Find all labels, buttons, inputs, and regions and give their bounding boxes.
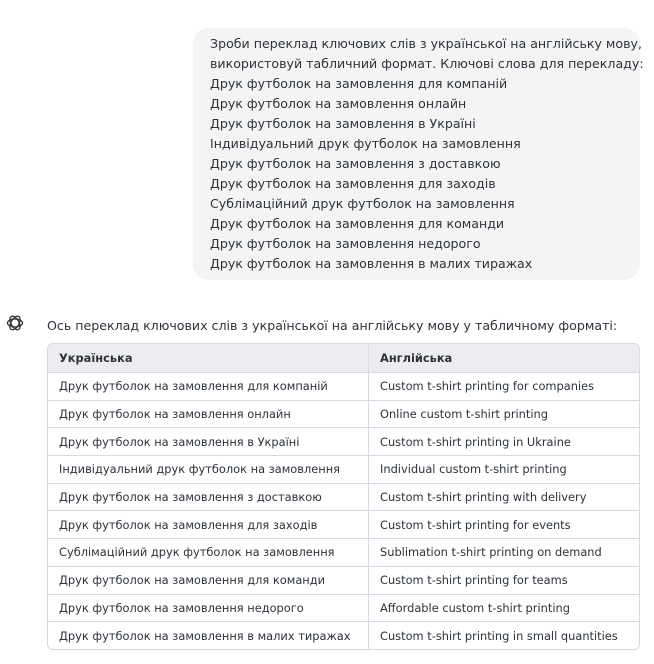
cell-text: Друк футболок на замовлення для компаній [59,379,328,394]
message-line: Сублімаційний друк футболок на замовленн… [210,196,515,211]
table-cell: Друк футболок на замовлення в малих тира… [48,622,369,649]
table-cell: Друк футболок на замовлення для заходів [48,511,369,539]
cell-text: Друк футболок на замовлення для команди [59,573,326,588]
cell-text: Друк футболок на замовлення онлайн [59,407,291,422]
header-text: Українська [59,351,133,365]
message-line: Індивідуальний друк футболок на замовлен… [210,136,521,151]
assistant-intro: Ось переклад ключових слів з української… [47,318,618,333]
message-line: Друк футболок на замовлення для заходів [210,176,496,191]
table-cell: Custom t-shirt printing in Ukraine [380,434,571,449]
table-cell: Sublimation t-shirt printing on demand [380,545,602,560]
message-line: Друк футболок на замовлення в малих тира… [210,256,533,271]
table-cell: Друк футболок на замовлення для команди [48,566,369,594]
user-bubble: Зроби переклад ключових слів з українськ… [193,28,644,280]
header-cell: Англійська [380,351,453,365]
cell-text: Індивідуальний друк футболок на замовлен… [59,462,341,477]
table-row: Друк футболок на замовлення недорого Affo… [48,593,639,622]
cell-text: Друк футболок на замовлення недорого [59,600,304,615]
table-cell: Індивідуальний друк футболок на замовлен… [48,456,369,483]
table-cell: Custom t-shirt printing with delivery [380,490,587,505]
header-cell: Українська [48,344,369,372]
cell-text: Друк футболок на замовлення з доставкою [59,490,322,505]
table-row: Друк футболок на замовлення в малих тира… [48,621,639,649]
message-line: Друк футболок на замовлення для компаній [210,76,508,91]
table-row: Друк футболок на замовлення в Україні Cus… [48,427,639,456]
cell-text: Друк футболок на замовлення для заходів [59,517,318,532]
table-row: Друк футболок на замовлення онлайн Online… [48,399,639,428]
message-line: Друк футболок на замовлення в Україні [210,116,476,131]
message-line: використовуй табличний формат. Ключові с… [210,56,644,71]
table-row: Друк футболок на замовлення для заходів C… [48,510,639,539]
cell-text: Друк футболок на замовлення в малих тира… [59,628,351,643]
table-row: Сублімаційний друк футболок на замовленн… [48,538,639,566]
table-row: Друк футболок на замовлення з доставкою C… [48,482,639,511]
table-header: Українська Англійська [48,344,639,372]
table-cell: Друк футболок на замовлення з доставкою [48,483,369,511]
table-cell: Друк футболок на замовлення в Україні [48,428,369,456]
table-cell: Individual custom t-shirt printing [380,462,567,477]
table-cell: Custom t-shirt printing for companies [380,379,595,394]
table-cell: Custom t-shirt printing for events [380,517,571,532]
table-row: Індивідуальний друк футболок на замовлен… [48,455,639,483]
table: Українська Англійська Друк футболок на зам… [47,343,640,650]
table-cell: Online custom t-shirt printing [380,407,548,422]
table-row: Друк футболок на замовлення для команди C… [48,565,639,594]
table-cell: Custom t-shirt printing in small quantit… [380,628,618,643]
table-cell: Affordable custom t-shirt printing [380,600,570,615]
table-cell: Друк футболок на замовлення для компаній [48,373,369,400]
message-line: Зроби переклад ключових слів з українськ… [210,36,643,51]
message-line: Друк футболок на замовлення недорого [210,236,481,251]
cell-text: Друк футболок на замовлення в Україні [59,434,300,449]
table-cell: Сублімаційний друк футболок на замовленн… [48,539,369,566]
table-row: Друк футболок на замовлення для компаній… [48,372,639,400]
message-line: Друк футболок на замовлення з доставкою [210,156,501,171]
table-cell: Custom t-shirt printing for teams [380,573,568,588]
message-line: Друк футболок на замовлення онлайн [210,96,467,111]
table-cell: Друк футболок на замовлення онлайн [48,400,369,428]
message-line: Друк футболок на замовлення для команди [210,216,505,231]
cell-text: Сублімаційний друк футболок на замовленн… [59,545,335,560]
assistant-icon [6,315,24,331]
table-cell: Друк футболок на замовлення недорого [48,594,369,622]
